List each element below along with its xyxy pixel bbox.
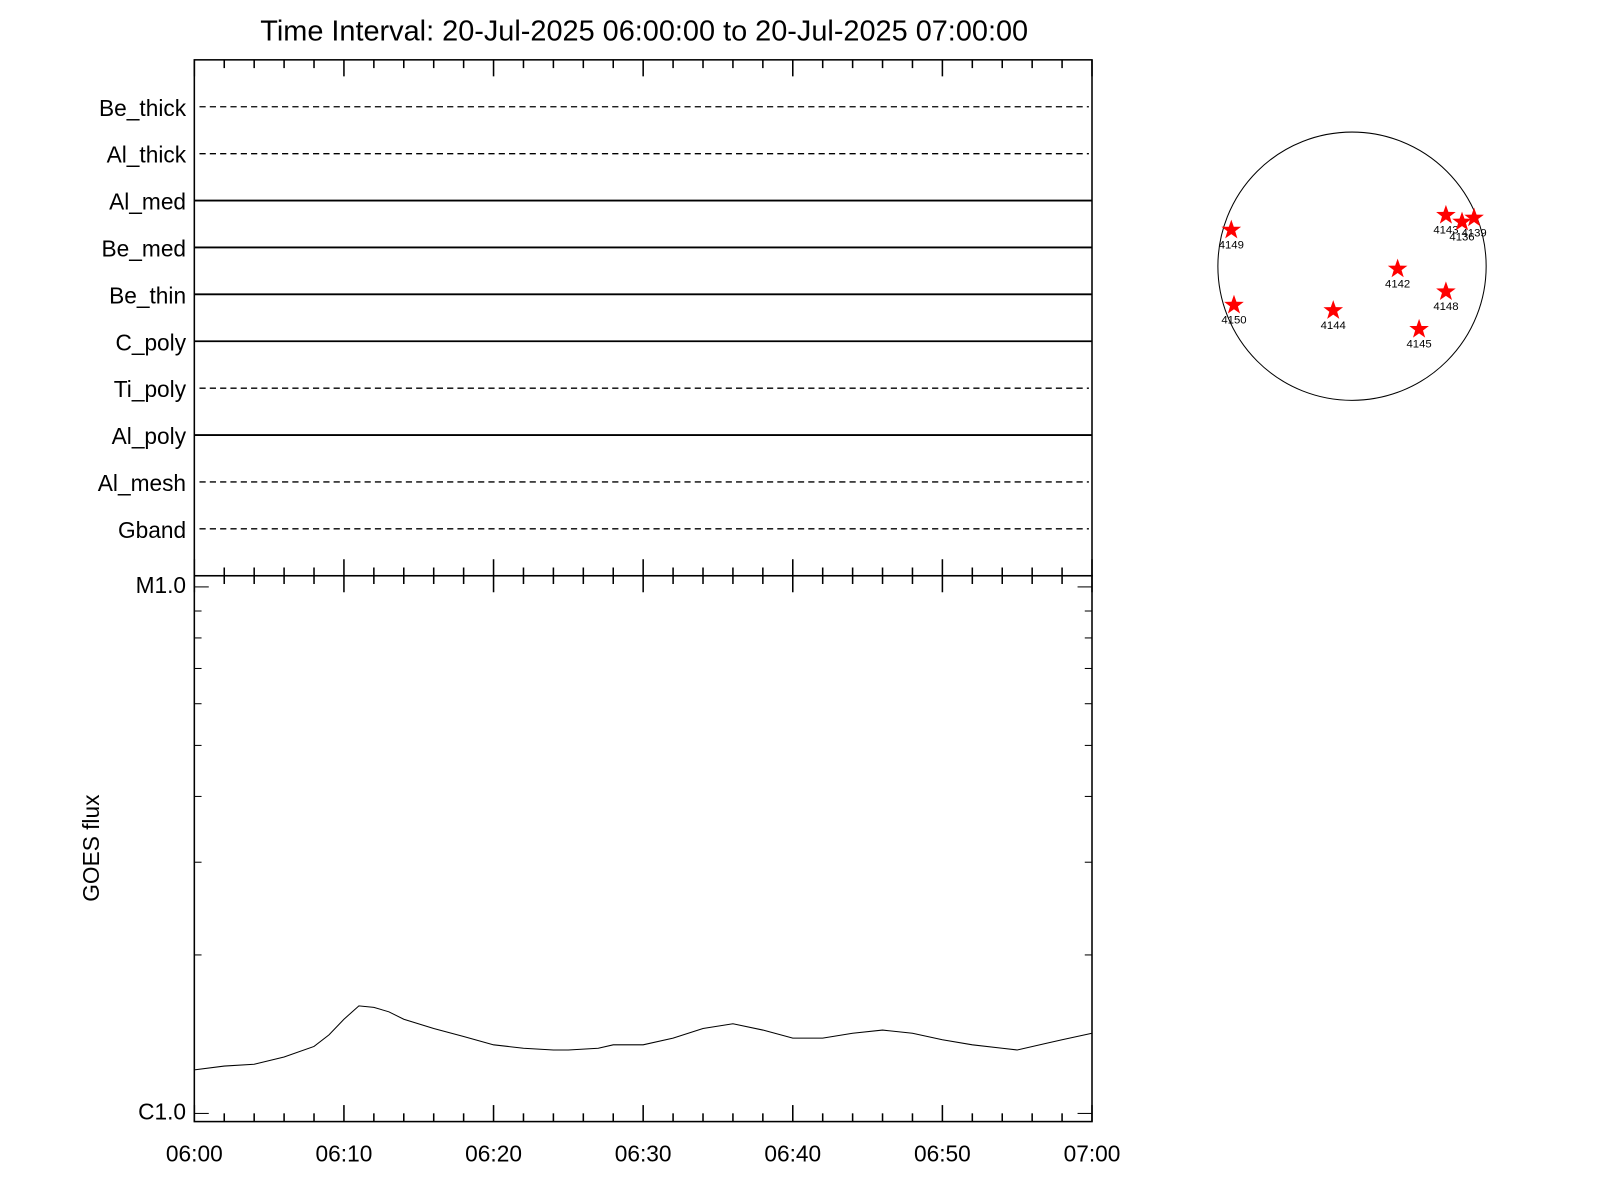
x-tick-label: 06:40: [764, 1141, 821, 1167]
x-tick-label: 06:50: [914, 1141, 971, 1167]
active-region-label: 4142: [1385, 278, 1410, 290]
chart-title: Time Interval: 20-Jul-2025 06:00:00 to 2…: [260, 16, 1028, 48]
active-region-star: [1387, 258, 1408, 278]
y-axis-label: GOES flux: [78, 794, 104, 902]
active-region-star: [1464, 207, 1484, 227]
active-region-label: 4148: [1433, 301, 1458, 313]
filter-label: C_poly: [115, 329, 186, 355]
active-region-label: 4150: [1221, 315, 1246, 327]
active-region-label: 4149: [1219, 239, 1244, 251]
active-region-label: 4139: [1461, 227, 1486, 239]
active-region-star: [1452, 211, 1472, 231]
active-region-star: [1221, 219, 1242, 239]
active-region-label: 4144: [1321, 320, 1346, 332]
active-region-label: 4145: [1406, 339, 1431, 351]
solar-disk: [1217, 131, 1487, 401]
active-region-label: 4143: [1433, 225, 1458, 237]
filter-label: Al_thick: [107, 142, 187, 168]
x-tick-label: 07:00: [1064, 1141, 1121, 1167]
goes-flux-line: [194, 1005, 1093, 1071]
active-region-star: [1436, 281, 1456, 301]
goes-panel-frame: [193, 574, 1093, 1123]
filter-label: Al_mesh: [98, 470, 186, 496]
active-region-label: 4136: [1449, 231, 1474, 243]
filter-label: Be_thin: [109, 282, 186, 308]
active-region-star: [1436, 204, 1456, 224]
active-region-star: [1224, 294, 1244, 314]
filter-label: Be_thick: [99, 95, 187, 121]
filter-label: Gband: [118, 517, 186, 543]
x-tick-label: 06:20: [465, 1141, 522, 1167]
active-region-star: [1323, 300, 1344, 319]
filter-label: Al_med: [109, 189, 186, 215]
y-tick-label: C1.0: [138, 1098, 186, 1124]
x-tick-label: 06:30: [615, 1141, 672, 1167]
filter-label: Be_med: [102, 236, 187, 262]
y-tick-label: M1.0: [136, 572, 186, 598]
x-tick-label: 06:10: [316, 1141, 373, 1167]
filter-label: Al_poly: [112, 423, 187, 449]
x-tick-label: 06:00: [166, 1141, 223, 1167]
filter-label: Ti_poly: [114, 376, 187, 402]
active-region-star: [1409, 318, 1429, 338]
filter-panel-frame: [193, 59, 1093, 577]
